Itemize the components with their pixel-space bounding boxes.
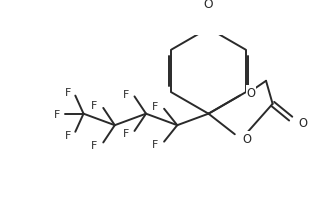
Text: O: O [246,86,255,99]
Text: F: F [65,130,71,140]
Text: F: F [53,109,60,119]
Text: F: F [152,139,158,149]
Text: O: O [298,117,307,130]
Text: F: F [65,88,71,98]
Text: O: O [242,132,251,145]
Text: F: F [91,101,97,111]
Text: F: F [91,140,97,150]
Text: F: F [123,129,129,139]
Text: F: F [123,90,129,99]
Text: O: O [204,0,213,11]
Text: F: F [152,102,158,112]
